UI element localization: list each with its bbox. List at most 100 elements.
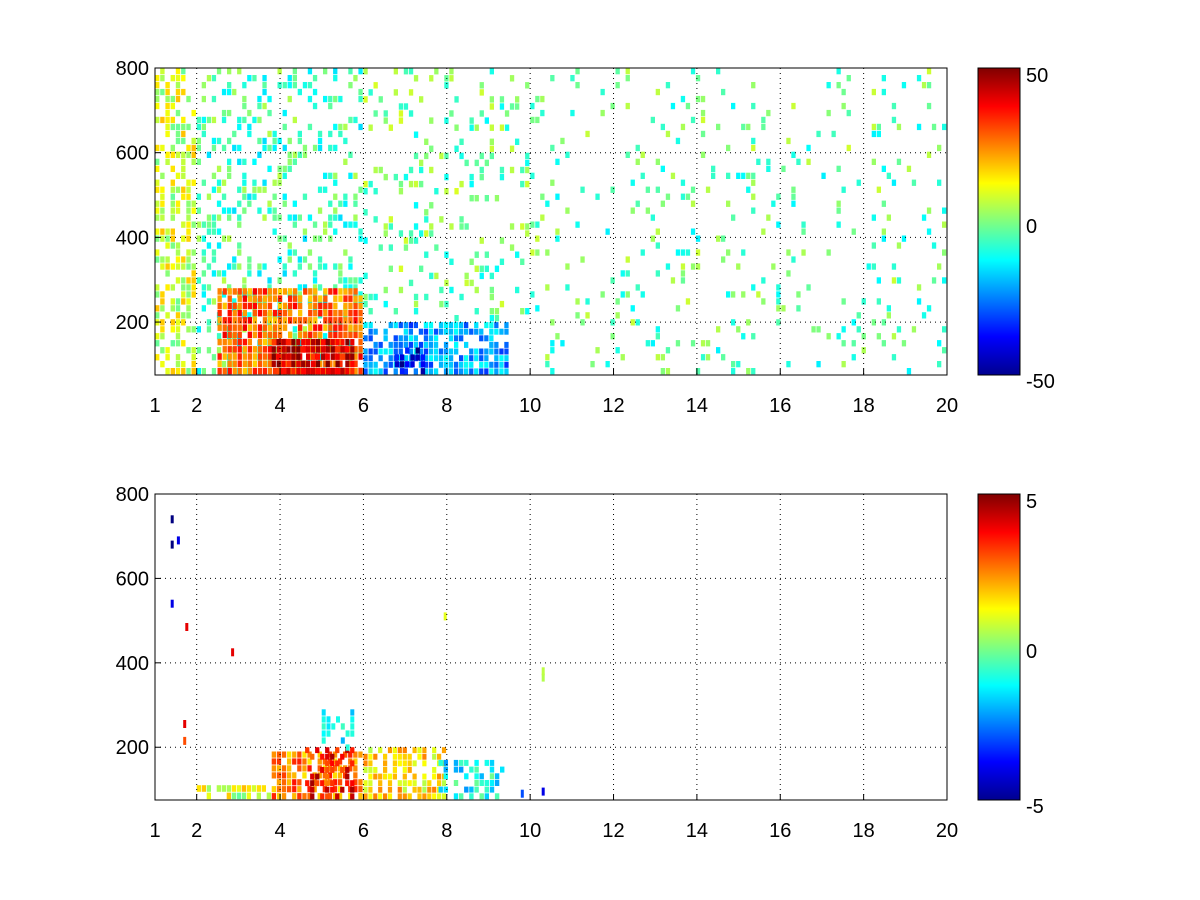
heatmap-cell (630, 319, 635, 326)
heatmap-cell (806, 158, 811, 165)
heatmap-cell (170, 214, 175, 221)
heatmap-cell (896, 242, 902, 249)
heatmap-cell (242, 360, 247, 367)
heatmap-cell (232, 346, 237, 353)
heatmap-cell (464, 368, 469, 375)
heatmap-cell (317, 765, 322, 772)
heatmap-cell (383, 760, 388, 767)
heatmap-cell (340, 737, 345, 744)
heatmap-cell (373, 82, 378, 89)
heatmap-cell (267, 144, 272, 152)
heatmap-cell (422, 793, 427, 800)
heatmap-cell (170, 242, 175, 249)
heatmap-cell (308, 331, 313, 339)
heatmap-cell (716, 347, 721, 354)
heatmap-cell (766, 165, 771, 172)
heatmap-cell (252, 360, 257, 367)
heatmap-cell (650, 116, 655, 124)
heatmap-cell (836, 82, 841, 89)
heatmap-cell (358, 751, 363, 758)
heatmap-cell (525, 82, 530, 89)
heatmap-cell (378, 793, 383, 800)
heatmap-cell (221, 116, 227, 124)
x-tick-label: 1 (149, 395, 160, 417)
heatmap-cell (333, 193, 338, 200)
heatmap-cell (826, 249, 831, 256)
heatmap-cell (262, 309, 268, 317)
heatmap-cell (307, 82, 313, 89)
heatmap-cell (155, 200, 160, 207)
bottom-heatmap-cells (170, 515, 545, 800)
heatmap-cell (338, 263, 343, 270)
heatmap-cell (388, 348, 393, 355)
heatmap-cell (281, 751, 287, 758)
heatmap-cell (776, 319, 781, 326)
heatmap-cell (443, 322, 449, 329)
heatmap-cell (315, 339, 321, 346)
heatmap-cell (489, 293, 494, 301)
heatmap-cell (500, 766, 505, 773)
heatmap-cell (836, 207, 841, 214)
heatmap-cell (530, 249, 535, 256)
heatmap-cell (298, 302, 303, 310)
heatmap-cell (297, 284, 302, 291)
x-tick-label: 18 (853, 820, 875, 842)
heatmap-cell (181, 116, 186, 124)
heatmap-cell (469, 279, 474, 287)
heatmap-cell (282, 200, 287, 207)
heatmap-cell (291, 346, 296, 353)
heatmap-cell (891, 277, 897, 284)
heatmap-cell (271, 339, 276, 346)
heatmap-cell (267, 353, 273, 360)
heatmap-cell (427, 786, 432, 793)
heatmap-cell (292, 82, 297, 89)
heatmap-cell (453, 793, 459, 800)
heatmap-cell (221, 144, 227, 152)
heatmap-cell (191, 249, 196, 256)
heatmap-cell (281, 346, 286, 353)
heatmap-cell (262, 144, 267, 152)
heatmap-cell (221, 179, 227, 186)
heatmap-cell (831, 130, 836, 138)
heatmap-cell (428, 341, 434, 348)
heatmap-cell (333, 324, 338, 331)
heatmap-cell (499, 300, 505, 308)
heatmap-cell (776, 298, 781, 305)
heatmap-cell (267, 207, 272, 214)
heatmap-cell (252, 346, 257, 353)
heatmap-cell (306, 346, 311, 353)
heatmap-cell (170, 186, 175, 193)
heatmap-cell (257, 102, 262, 110)
heatmap-cell (325, 339, 330, 346)
heatmap-cell (297, 151, 302, 158)
heatmap-cell (287, 151, 292, 158)
heatmap-cell (170, 102, 175, 110)
heatmap-cell (333, 263, 338, 270)
heatmap-cell (267, 309, 273, 317)
heatmap-cell (302, 765, 307, 772)
heatmap-cell (428, 322, 434, 329)
heatmap-cell (338, 331, 343, 339)
heatmap-cell (454, 322, 459, 329)
heatmap-cell (155, 333, 160, 340)
heatmap-cell (801, 228, 806, 235)
heatmap-cell (454, 145, 459, 152)
heatmap-cell (237, 367, 242, 375)
heatmap-cell (459, 368, 464, 375)
heatmap-cell (353, 346, 358, 353)
heatmap-cell (781, 165, 786, 172)
heatmap-cell (272, 137, 277, 145)
heatmap-cell (415, 354, 420, 361)
heatmap-cell (175, 200, 181, 207)
heatmap-cell (358, 793, 363, 800)
heatmap-cell (378, 244, 383, 251)
heatmap-cell (282, 123, 287, 131)
heatmap-cell (288, 317, 293, 324)
heatmap-cell (222, 353, 227, 360)
heatmap-cell (423, 328, 429, 335)
heatmap-cell (350, 353, 355, 360)
heatmap-cell (340, 353, 345, 360)
heatmap-cell (494, 265, 500, 272)
x-tick-label: 16 (769, 395, 791, 417)
heatmap-cell (201, 256, 206, 263)
